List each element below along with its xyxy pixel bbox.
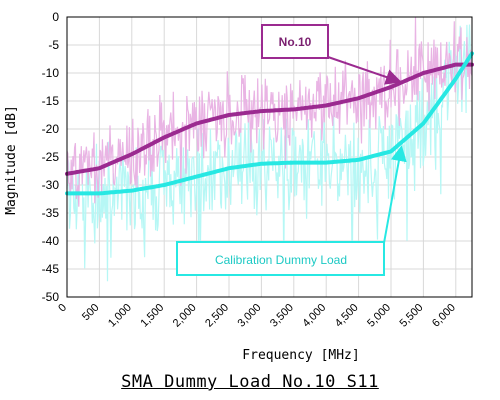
x-tick-label: 4,500 <box>333 302 361 330</box>
x-tick-label: 5,000 <box>365 302 393 330</box>
y-tick-label: -15 <box>42 94 60 108</box>
y-tick-label: -10 <box>42 66 60 80</box>
callout-box-no10 <box>261 24 329 59</box>
y-tick-label: -25 <box>42 150 60 164</box>
x-tick-label: 4,000 <box>300 302 328 330</box>
x-tick-label: 500 <box>80 302 101 323</box>
x-tick-labels: 0 500 1,000 1,500 2,000 2,500 3,000 3,500 4,000 4… <box>56 302 458 330</box>
x-tick-label: 6,000 <box>430 302 458 330</box>
raw-traces <box>66 16 473 282</box>
x-tick-label: 2,000 <box>171 302 199 330</box>
x-tick-label: 2,500 <box>203 302 231 330</box>
legend-callout-no10: No.10 <box>261 24 402 85</box>
x-tick-label: 1,500 <box>138 302 166 330</box>
y-tick-label: -30 <box>42 178 60 192</box>
y-tick-label: -45 <box>42 262 60 276</box>
series-line-no10 <box>65 62 474 176</box>
y-tick-label: -20 <box>42 122 60 136</box>
y-tick-labels: 0 -5 -10 -15 -20 -25 -30 -35 -40 -45 -50 <box>42 10 60 304</box>
series-line-calibration <box>65 51 474 196</box>
raw-trace-calibration <box>66 24 473 282</box>
callout-label-no10: No.10 <box>279 35 312 49</box>
y-tick-label: -5 <box>48 38 59 52</box>
callout-label-calibration: Calibration Dummy Load <box>215 253 347 267</box>
x-tick-label: 3,500 <box>268 302 296 330</box>
plot-frame <box>66 16 473 298</box>
y-tick-label: 0 <box>52 10 59 24</box>
callout-arrow-no10 <box>327 56 402 85</box>
y-tick-label: -50 <box>42 290 60 304</box>
x-tick-label: 5,500 <box>398 302 426 330</box>
y-axis-label: Magnitude [dB] <box>4 105 19 215</box>
chart-title: SMA Dummy Load No.10 S11 <box>121 372 379 392</box>
raw-trace-no10 <box>66 16 473 207</box>
y-tick-label: -35 <box>42 206 60 220</box>
y-tick-label: -40 <box>42 234 60 248</box>
x-axis-label: Frequency [MHz] <box>242 348 359 363</box>
callout-box-calibration <box>176 241 385 276</box>
x-tick-label: 0 <box>56 302 69 315</box>
legend-callout-calibration: Calibration Dummy Load <box>176 145 407 276</box>
callout-arrow-calibration <box>383 145 407 244</box>
x-tick-label: 1,000 <box>106 302 134 330</box>
x-tick-label: 3,000 <box>236 302 264 330</box>
smoothed-traces <box>65 51 474 196</box>
